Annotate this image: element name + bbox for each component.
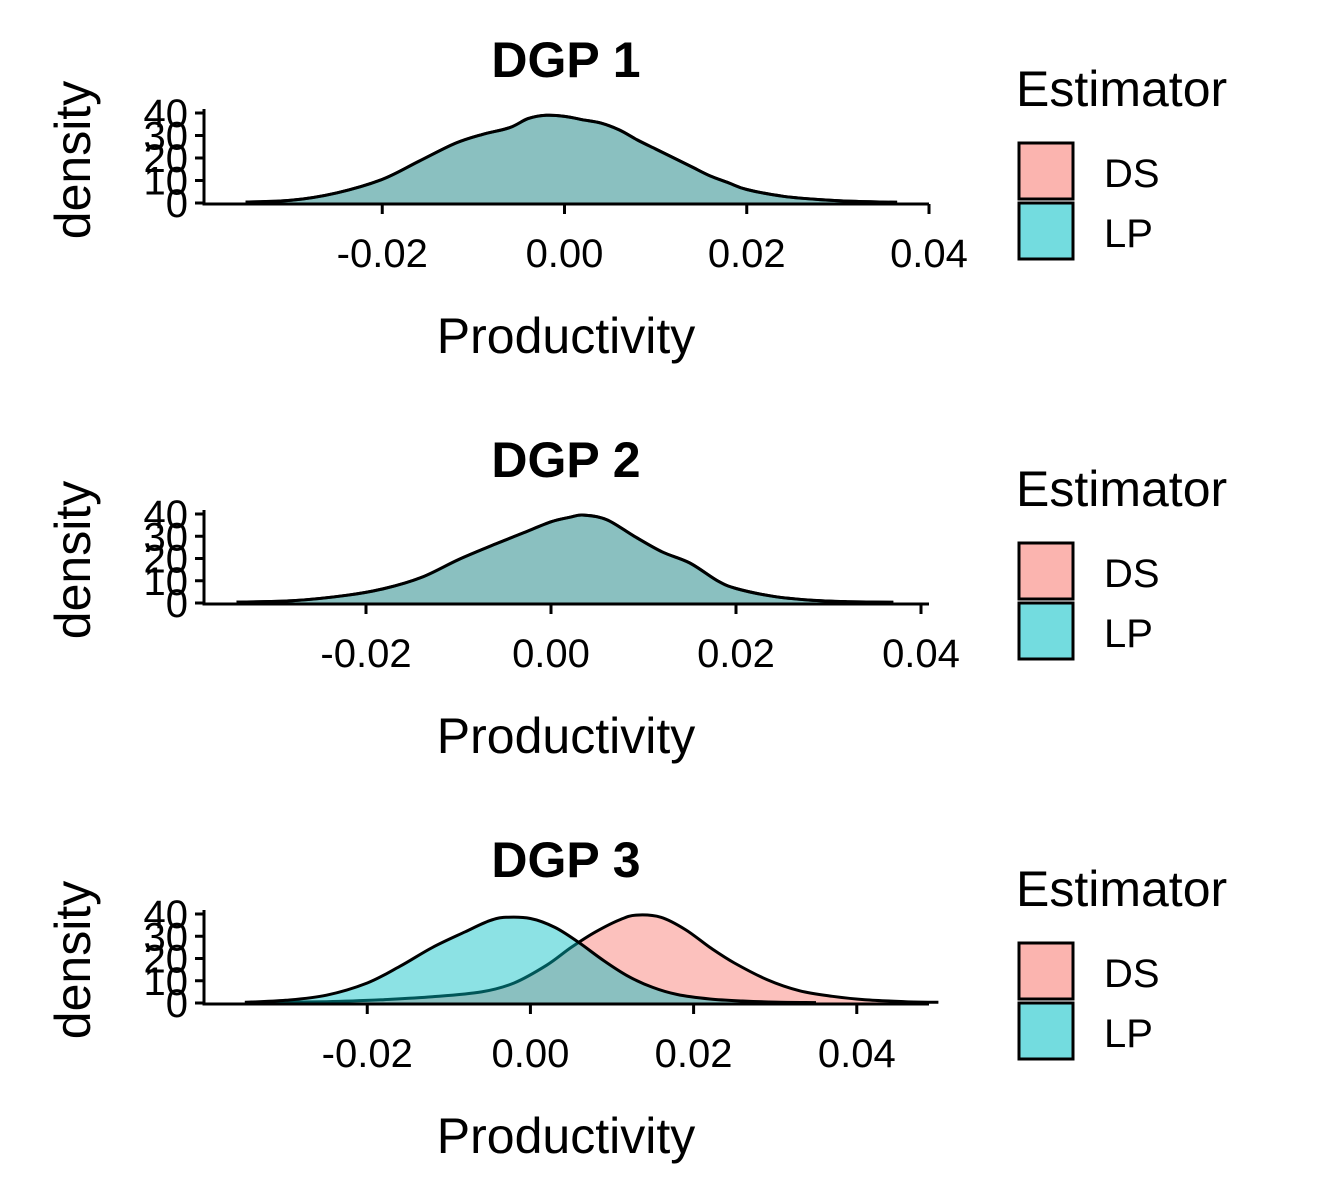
x-tick-label: 0.02 — [708, 232, 786, 276]
y-axis-title: density — [45, 881, 101, 1039]
y-tick-label: 40 — [144, 493, 189, 537]
x-tick-label: 0.00 — [491, 1032, 569, 1076]
legend: Estimator DS LP — [1016, 461, 1227, 661]
legend-key-ds — [1017, 541, 1075, 601]
y-tick-label: 40 — [144, 893, 189, 937]
legend-label-ds: DS — [1104, 552, 1160, 596]
legend-key-lp — [1017, 601, 1075, 661]
density-area-lp — [245, 115, 898, 203]
y-tick-label: 30 — [144, 515, 189, 559]
x-tick-label: -0.02 — [337, 232, 428, 276]
legend-label-ds: DS — [1104, 952, 1160, 996]
density-area-ds — [236, 515, 894, 603]
density-area-ds — [244, 914, 939, 1003]
y-tick-label: 10 — [144, 560, 189, 604]
density-line-lp — [244, 915, 817, 1005]
legend-label-lp: LP — [1104, 212, 1153, 256]
x-tick-label: 0.02 — [655, 1032, 733, 1076]
y-axis-title: density — [45, 481, 101, 639]
density-area-ds — [245, 115, 898, 203]
legend-label-lp: LP — [1104, 612, 1153, 656]
x-tick-label: 0.04 — [818, 1032, 896, 1076]
y-tick-label: 20 — [144, 938, 189, 982]
legend-key-ds — [1017, 941, 1075, 1001]
x-tick-label: 0.04 — [882, 632, 960, 676]
x-tick-label: 0.00 — [512, 632, 590, 676]
y-tick-label: 20 — [144, 137, 189, 181]
x-tick-label: -0.02 — [320, 632, 411, 676]
y-tick-label: 30 — [144, 115, 189, 159]
y-tick-label: 20 — [144, 538, 189, 582]
legend: Estimator DS LP — [1016, 61, 1227, 261]
x-tick-label: 0.00 — [526, 232, 604, 276]
x-axis-title: Productivity — [437, 308, 695, 364]
chart-title: DGP 1 — [491, 32, 640, 88]
chart-title: DGP 2 — [491, 432, 640, 488]
y-tick-label: 40 — [144, 92, 189, 136]
x-axis-title: Productivity — [437, 1108, 695, 1164]
y-tick-label: 0 — [166, 582, 188, 626]
y-tick-label: 0 — [166, 982, 188, 1026]
y-tick-label: 10 — [144, 960, 189, 1004]
legend-key-lp — [1017, 201, 1075, 261]
legend-title: Estimator — [1016, 861, 1227, 917]
density-area-lp — [236, 515, 894, 603]
density-area-lp — [244, 917, 816, 1003]
y-axis-title: density — [45, 81, 101, 239]
density-line-lp — [245, 113, 898, 204]
legend-label-ds: DS — [1104, 152, 1160, 196]
x-axis-title: Productivity — [437, 708, 695, 764]
x-tick-label: -0.02 — [322, 1032, 413, 1076]
y-tick-label: 10 — [144, 160, 189, 204]
x-tick-label: 0.04 — [890, 232, 968, 276]
chart-title: DGP 3 — [491, 832, 640, 888]
x-tick-label: 0.02 — [697, 632, 775, 676]
density-line-ds — [244, 913, 939, 1005]
legend: Estimator DS LP — [1016, 861, 1227, 1061]
legend-title: Estimator — [1016, 61, 1227, 117]
legend-key-lp — [1017, 1001, 1075, 1061]
legend-title: Estimator — [1016, 461, 1227, 517]
density-line-lp — [236, 513, 894, 604]
legend-key-ds — [1017, 141, 1075, 201]
y-tick-label: 30 — [144, 915, 189, 959]
y-tick-label: 0 — [166, 182, 188, 226]
legend-label-lp: LP — [1104, 1012, 1153, 1056]
